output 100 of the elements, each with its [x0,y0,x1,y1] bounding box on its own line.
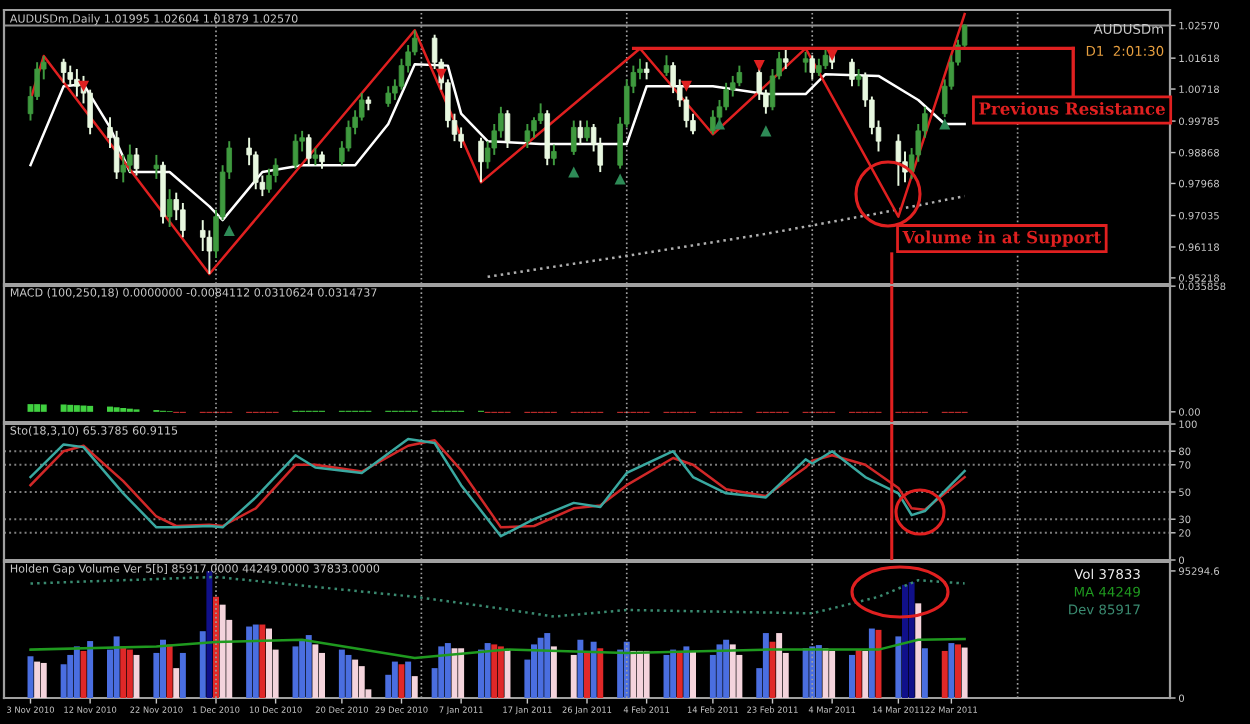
bar [915,603,922,698]
bar [312,644,319,698]
bar [160,639,166,698]
bar [199,631,206,698]
bar [637,650,643,698]
bar [590,641,597,698]
bar [776,633,783,698]
bar [921,648,928,698]
candlestick [292,133,299,170]
bar [829,650,836,698]
bar [683,646,690,698]
bar [113,636,120,698]
annotation: Volume in at Support [902,230,1102,247]
candlestick [802,50,809,74]
candlestick [783,47,789,71]
bar [948,643,955,698]
bar [40,662,47,698]
candlestick [74,68,80,98]
bar [577,639,584,698]
bar [305,635,312,698]
bar [299,639,306,698]
bar [411,676,418,698]
bar [570,654,577,698]
bar [676,650,683,698]
bar [815,645,822,698]
line-series [29,637,966,660]
bar [391,661,398,698]
bar [352,659,359,698]
bar [126,649,133,698]
candlestick [584,119,590,143]
bar [73,646,80,698]
bar [723,639,730,698]
point [826,49,838,61]
bar [908,582,915,698]
bar [849,654,855,698]
bar [246,626,253,698]
point [680,80,692,92]
point [568,166,580,178]
candlestick [723,81,729,112]
ref-line-label: Previous Resistance [979,101,1165,115]
candlestick [120,153,126,184]
candlestick [809,54,815,81]
bar [955,644,961,698]
bar [762,633,769,698]
candlestick [306,133,312,167]
point [223,224,235,236]
bar [862,650,869,698]
candlestick [577,119,584,146]
bar [438,646,445,698]
bar [537,637,544,698]
candlestick [166,188,173,228]
candlestick [385,85,391,108]
candlestick [478,136,484,184]
bar [961,647,968,698]
bar [266,628,272,698]
bar [358,666,365,698]
bar [941,650,948,698]
bar [497,646,504,698]
bar [670,649,677,698]
point [713,118,726,130]
point [939,118,951,130]
bar [87,641,94,698]
bar [855,649,862,698]
candlestick [551,143,557,167]
bar [617,649,624,698]
bar [690,650,696,698]
bar [179,652,186,698]
bar [67,654,74,698]
bar [173,668,180,698]
bar [868,628,875,698]
candlestick [60,57,67,84]
bar [902,584,908,698]
line-series [29,63,966,222]
bar [531,644,537,698]
point [77,80,90,92]
bar [219,604,226,698]
candlestick [571,119,577,156]
point [753,60,765,72]
bar [729,644,736,698]
candlestick [504,109,511,149]
candlestick [133,147,140,177]
bar [550,646,557,698]
candlestick [822,47,829,71]
bar [484,643,491,698]
line-series [29,575,966,618]
bar [252,624,259,698]
bar [444,643,451,698]
bar [34,661,41,698]
bar [405,661,412,698]
candlestick [849,57,855,88]
bar [166,644,173,698]
candlestick [127,143,133,174]
candlestick [153,153,160,180]
bar [584,650,590,698]
bar [319,652,325,698]
bar [643,650,650,698]
bar [630,650,637,698]
bar [338,649,345,698]
bar [206,571,213,698]
bar [458,648,465,698]
